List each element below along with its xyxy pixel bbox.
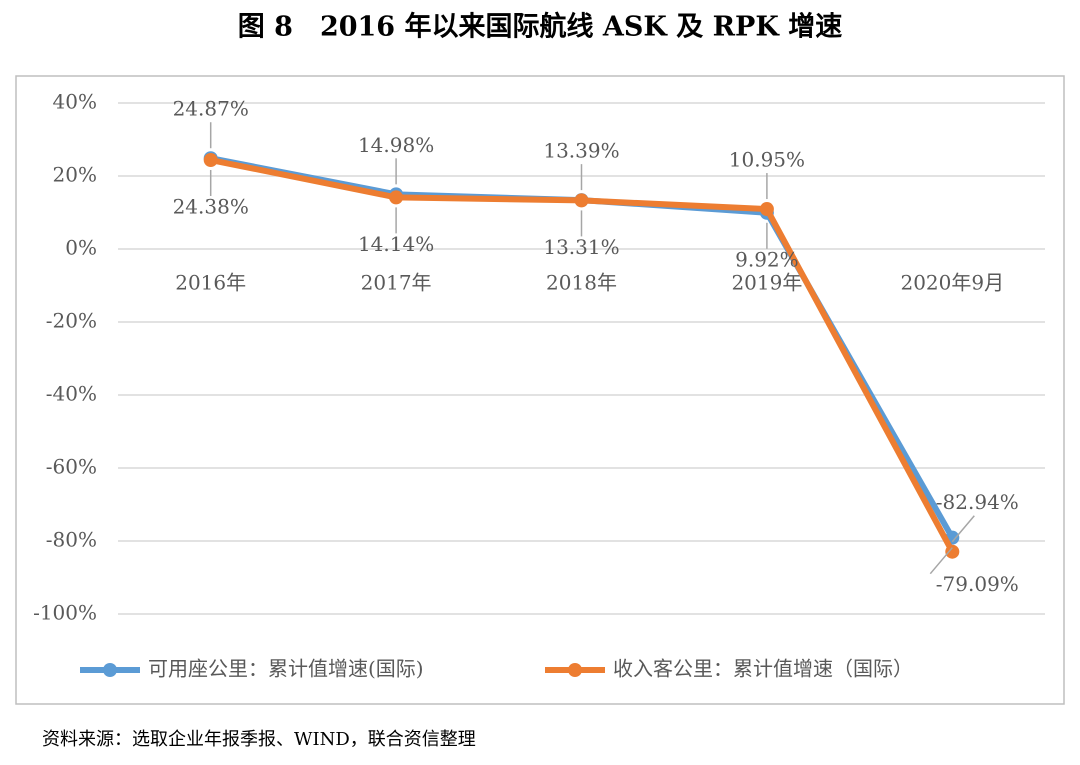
data-point [574, 193, 589, 208]
legend-marker [568, 663, 582, 677]
legend-marker [103, 663, 117, 677]
leader-line [929, 547, 953, 575]
x-tick-label: 2018年 [546, 271, 617, 295]
data-label: -79.09% [936, 572, 1019, 596]
legend-label: 可用座公里：累计值增速(国际) [148, 657, 424, 681]
y-tick-label: -80% [46, 528, 97, 552]
data-point [389, 190, 404, 205]
data-point [759, 202, 774, 217]
y-tick-label: 20% [53, 163, 97, 187]
plot-frame [15, 75, 1065, 705]
y-tick-label: 40% [53, 90, 97, 114]
y-tick-label: -60% [46, 455, 97, 479]
data-label: 14.98% [358, 133, 434, 157]
legend-label: 收入客公里：累计值增速（国际） [613, 657, 913, 681]
data-label: 14.14% [358, 232, 434, 256]
leader-line [951, 515, 975, 543]
source-note: 资料来源：选取企业年报季报、WIND，联合资信整理 [42, 729, 476, 750]
y-tick-label: -20% [46, 309, 97, 333]
x-tick-label: 2019年 [731, 271, 802, 295]
x-tick-label: 2020年9月 [900, 271, 1004, 295]
data-label: 13.31% [543, 235, 619, 259]
y-tick-label: 0% [65, 236, 97, 260]
chart-title: 图 8 2016 年以来国际航线 ASK 及 RPK 增速 [238, 11, 842, 43]
y-tick-label: -40% [46, 382, 97, 406]
data-label: 10.95% [729, 148, 805, 172]
data-point [203, 153, 218, 168]
data-label: 24.87% [173, 97, 249, 121]
x-tick-label: 2016年 [175, 271, 246, 295]
y-tick-label: -100% [33, 601, 97, 625]
data-label: 9.92% [735, 247, 799, 271]
data-label: 13.39% [543, 139, 619, 163]
data-label: 24.38% [173, 195, 249, 219]
data-label: -82.94% [936, 490, 1019, 514]
x-tick-label: 2017年 [361, 271, 432, 295]
data-point [945, 544, 960, 559]
